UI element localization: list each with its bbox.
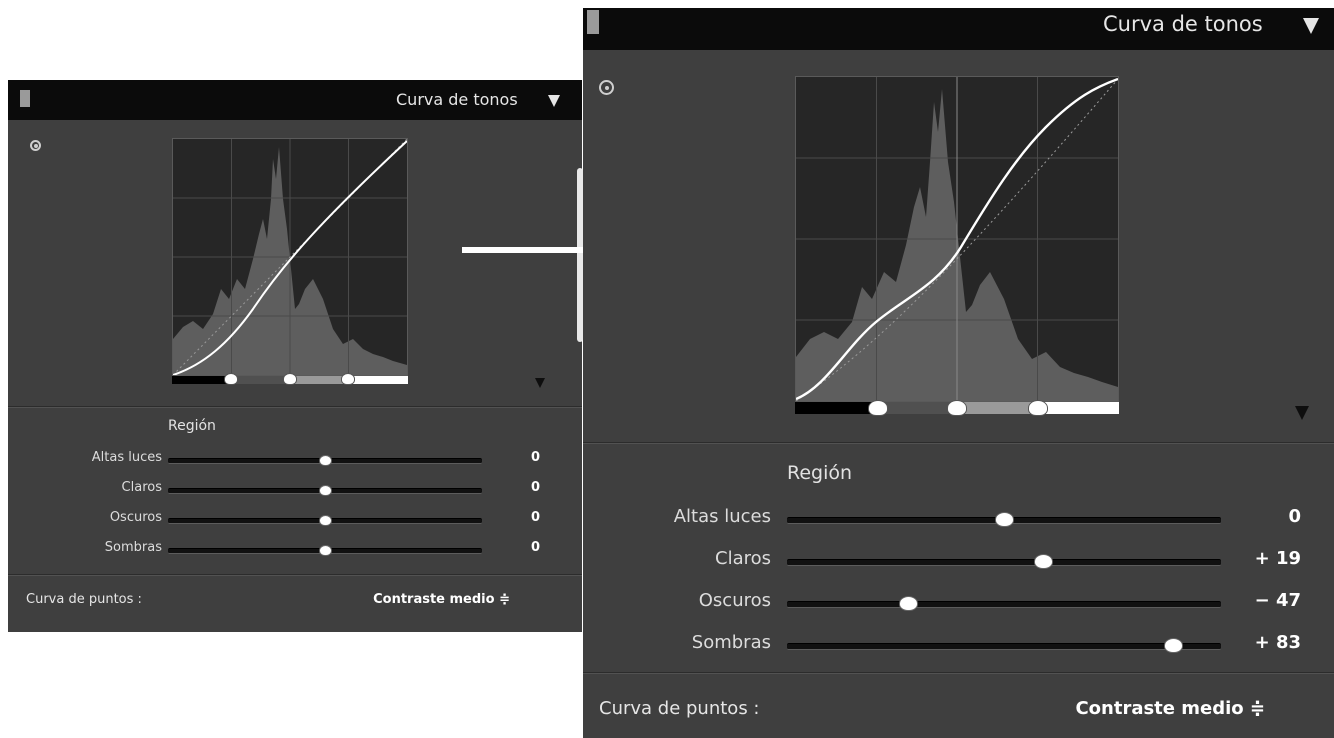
slider-thumb[interactable] [319,515,331,525]
region-split-bar [795,401,1119,415]
divider [583,672,1334,674]
split-handle-shadows[interactable] [225,374,237,384]
tone-curve-svg [796,77,1118,401]
slider-label: Sombras [104,540,162,555]
split-handle-highlights[interactable] [342,374,354,384]
slider-track[interactable] [787,601,1221,608]
slider-thumb[interactable] [319,485,331,495]
slider-thumb[interactable] [1164,639,1182,652]
slider-thumb[interactable] [319,455,331,465]
slider-thumb[interactable] [319,545,331,555]
panel-handle-icon[interactable] [587,10,599,34]
slider-label: Altas luces [91,450,162,465]
slider-value: 0 [1288,506,1301,527]
target-adjustment-icon[interactable] [599,80,614,95]
slider-value: 0 [530,510,540,525]
slider-value: 0 [530,450,540,465]
slider-thumb[interactable] [900,597,918,610]
slider-label: Altas luces [673,506,771,527]
region-title: Región [787,462,853,484]
tone-curve-line [173,140,407,375]
tone-curve-line [796,77,1118,401]
expand-triangle-icon[interactable] [1295,406,1309,420]
slider-label: Oscuros [109,510,162,525]
region-split-bar [172,374,408,384]
divider [8,574,582,576]
slider-label: Claros [715,548,771,569]
split-handle-shadows[interactable] [869,401,887,415]
split-handle-midtones[interactable] [948,401,966,415]
panel-header[interactable]: Curva de tonos [583,8,1334,50]
panel-title: Curva de tonos [396,90,518,109]
panel-header[interactable]: Curva de tonos [8,80,582,120]
slider-track[interactable] [787,559,1221,566]
target-adjustment-icon[interactable] [30,140,41,151]
slider-value: + 83 [1254,632,1301,653]
panel-title: Curva de tonos [1103,12,1263,36]
slider-label: Claros [121,480,162,495]
slider-label: Oscuros [698,590,771,611]
tone-curve-svg [173,139,407,375]
panel-handle-icon[interactable] [20,90,30,107]
tone-curve-panel-before: Curva de tonos Región Altas luces 0 Claros… [8,80,582,632]
split-handle-highlights[interactable] [1029,401,1047,415]
slider-value: + 19 [1254,548,1301,569]
expand-triangle-icon[interactable] [535,378,545,388]
divider [583,442,1334,444]
identity-line [796,78,1118,401]
point-curve-label: Curva de puntos : [26,592,142,607]
region-title: Región [168,418,216,434]
tone-curve-graph[interactable] [172,138,408,376]
scrollbar[interactable] [577,168,583,342]
slider-value: 0 [530,480,540,495]
tone-curve-panel-after: Curva de tonos Región Altas luces 0 Claros… [583,8,1334,738]
slider-value: 0 [530,540,540,555]
slider-label: Sombras [691,632,771,653]
point-curve-label: Curva de puntos : [599,698,760,719]
slider-thumb[interactable] [1034,555,1052,568]
split-handle-midtones[interactable] [284,374,296,384]
point-curve-select[interactable]: Contraste medio ≑ [373,592,510,607]
divider [8,406,582,408]
slider-value: − 47 [1254,590,1301,611]
point-curve-select[interactable]: Contraste medio ≑ [1075,698,1265,719]
collapse-triangle-icon[interactable] [1303,18,1319,34]
slider-thumb[interactable] [995,513,1013,526]
slider-track[interactable] [787,643,1221,650]
tone-curve-graph[interactable] [795,76,1119,402]
collapse-triangle-icon[interactable] [548,95,560,107]
